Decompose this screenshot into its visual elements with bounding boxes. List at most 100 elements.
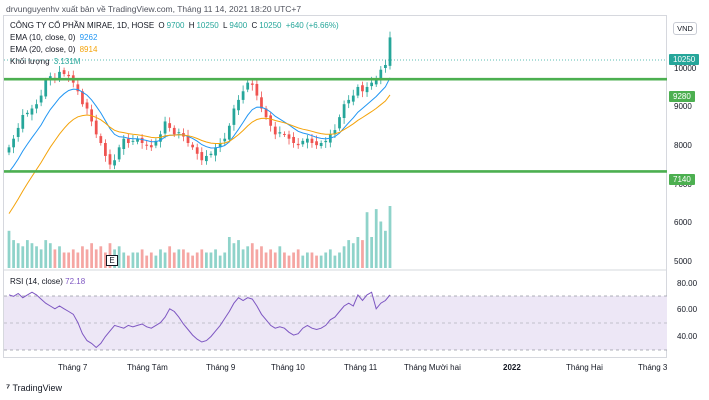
volume-bar <box>131 252 135 268</box>
volume-bar <box>342 246 346 268</box>
volume-bars <box>7 206 392 268</box>
time-label: Tháng 11 <box>344 363 378 372</box>
volume-bar <box>319 255 323 268</box>
volume-bar <box>159 249 162 268</box>
candle-body <box>76 84 80 92</box>
volume-bar <box>287 255 291 268</box>
volume-bar <box>16 243 20 268</box>
candle-body <box>319 143 323 147</box>
rsi-legend[interactable]: RSI (14, close) 72.18 <box>10 277 85 286</box>
currency-button[interactable]: VND <box>673 22 697 35</box>
rsi-tick: 60.00 <box>677 305 698 314</box>
ema10-value: 9262 <box>79 33 98 42</box>
level-tag-lower: 7140 <box>669 174 695 185</box>
volume-bar <box>283 252 286 268</box>
volume-bar <box>62 252 66 268</box>
rsi-line <box>8 291 391 349</box>
candle-body <box>283 133 286 135</box>
volume-bar <box>186 252 190 268</box>
volume-bar <box>136 252 139 268</box>
candle-body <box>374 78 378 85</box>
candle-body <box>356 86 360 96</box>
volume-bar <box>71 249 75 268</box>
ema20-label: EMA (20, close, 0) <box>10 45 76 54</box>
ema10-legend[interactable]: EMA (10, close, 0) 9262 <box>10 33 99 42</box>
volume-bar <box>122 252 126 268</box>
candle-body <box>16 127 20 137</box>
volume-bar <box>12 240 15 268</box>
tradingview-brand[interactable]: ⁷ TradingView <box>6 383 62 394</box>
price-tick: 8000 <box>674 141 692 150</box>
volume-bar <box>250 243 254 268</box>
volume-bar <box>104 252 107 268</box>
candle-body <box>388 37 392 66</box>
volume-bar <box>292 252 295 268</box>
volume-bar <box>21 246 25 268</box>
tradingview-logo-icon: ⁷ <box>6 383 11 394</box>
rsi-polyline <box>8 291 391 349</box>
chart-frame <box>3 15 667 358</box>
ema20-value: 8914 <box>79 45 98 54</box>
price-tick: 10000 <box>674 64 697 73</box>
time-label: Tháng Tám <box>127 363 168 372</box>
publisher-line: drvunguyenhv xuất bản về TradingView.com… <box>6 4 302 14</box>
volume-bar <box>260 246 263 268</box>
volume-bar <box>200 249 204 268</box>
volume-bar <box>25 240 29 268</box>
candle-body <box>136 138 139 142</box>
candle-body <box>21 114 25 129</box>
volume-bar <box>333 255 337 268</box>
candle-body <box>370 82 374 87</box>
candle-body <box>365 86 369 93</box>
rsi-tick: 40.00 <box>677 332 698 341</box>
volume-bar <box>379 221 383 268</box>
volume-bar <box>172 252 176 268</box>
volume-bar <box>273 252 277 268</box>
candle-body <box>140 137 144 143</box>
candle-body <box>67 74 71 77</box>
price-tick: 6000 <box>674 218 692 227</box>
volume-bar <box>384 230 387 268</box>
candle-body <box>338 117 341 129</box>
candle-body <box>117 147 121 160</box>
volume-bar <box>94 249 98 268</box>
earnings-marker[interactable]: E <box>106 255 118 266</box>
horizontal-levels[interactable] <box>4 77 667 173</box>
volume-bar <box>126 255 130 268</box>
price-tick: 9000 <box>674 102 692 111</box>
candle-body <box>44 80 48 97</box>
rsi-label: RSI (14, close) <box>10 277 63 286</box>
candle-body <box>172 127 176 135</box>
time-label: Tháng 7 <box>58 363 88 372</box>
candle-body <box>315 141 318 146</box>
high-value: 10250 <box>196 21 219 30</box>
volume-bar <box>58 246 61 268</box>
volume-bar <box>39 249 43 268</box>
volume-bar <box>81 246 84 268</box>
volume-label: Khối lượng <box>10 57 50 66</box>
candle-body <box>218 143 222 148</box>
candle-body <box>232 108 236 125</box>
ema10-label: EMA (10, close, 0) <box>10 33 76 42</box>
candle-body <box>351 95 355 102</box>
candle-body <box>287 134 291 139</box>
candle-body <box>195 147 199 154</box>
candle-body <box>246 82 250 90</box>
volume-bar <box>154 255 158 268</box>
time-label: Tháng Mười hai <box>404 363 461 372</box>
candle-body <box>163 121 167 134</box>
volume-bar <box>232 243 236 268</box>
candle-body <box>99 136 103 143</box>
candle-body <box>62 70 66 75</box>
volume-bar <box>168 246 172 268</box>
candle-body <box>39 95 43 103</box>
candle-body <box>209 153 213 156</box>
volume-bar <box>195 252 199 268</box>
candle-body <box>250 83 254 85</box>
ema20-legend[interactable]: EMA (20, close, 0) 8914 <box>10 45 99 54</box>
brand-name: TradingView <box>12 383 63 393</box>
volume-bar <box>338 252 341 268</box>
volume-legend[interactable]: Khối lượng 3.131M <box>10 57 82 66</box>
candle-body <box>384 64 387 68</box>
